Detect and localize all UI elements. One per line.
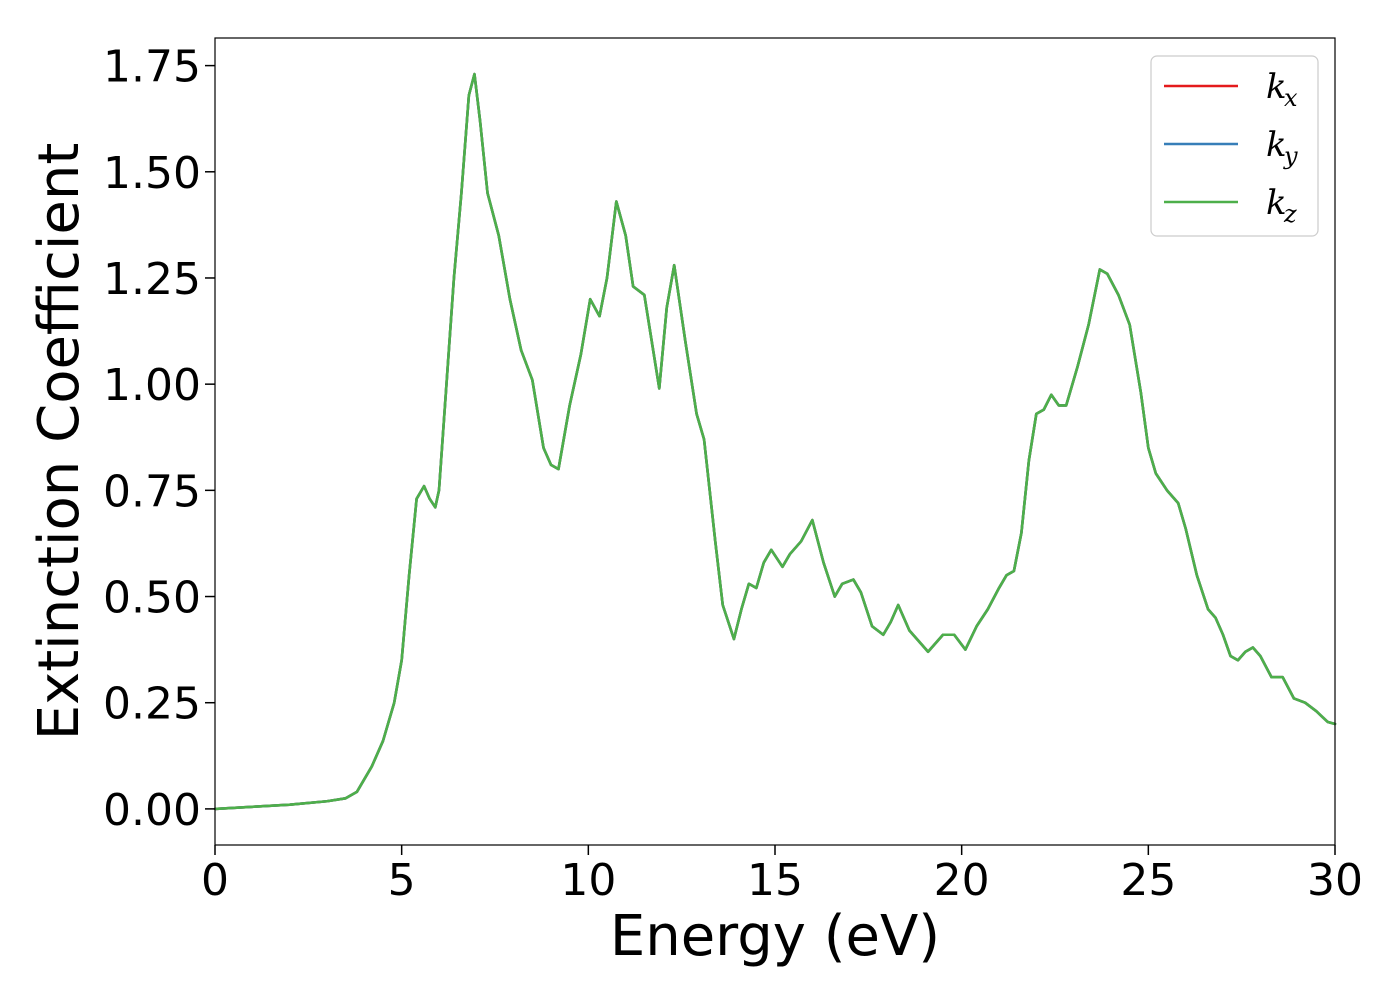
series-line-kz [213,72,1337,811]
x-tick-label: 30 [1307,855,1363,906]
x-tick-label: 20 [934,855,990,906]
x-tick-label: 25 [1120,855,1176,906]
y-tick-label: 0.25 [103,679,201,730]
legend-item-kx: kx [1164,67,1298,112]
legend-label: k [1266,183,1287,223]
x-axis-title: Energy (eV) [610,904,940,969]
legend-label: k [1266,67,1287,107]
y-tick-label: 0.00 [103,785,201,836]
x-axis: 0 5 10 15 20 25 30 [201,845,1363,906]
legend-label-subscript: z [1283,200,1297,228]
series-layer [213,72,1337,811]
x-tick-label: 0 [201,855,229,906]
x-tick-label: 15 [747,855,803,906]
legend-label-subscript: y [1283,142,1298,170]
legend-label-subscript: x [1284,84,1298,112]
y-tick-label: 1.25 [103,254,201,305]
y-axis-title: Extinction Coefficient [27,143,92,741]
legend-label: k [1266,125,1287,165]
x-tick-label: 10 [560,855,616,906]
y-tick-label: 0.75 [103,466,201,517]
legend-box [1150,55,1319,237]
legend-item-kz: kz [1164,183,1297,228]
y-axis: 0.00 0.25 0.50 0.75 1.00 1.25 1.50 1.75 [103,42,215,836]
y-tick-label: 1.75 [103,42,201,93]
x-tick-label: 5 [388,855,416,906]
y-tick-label: 1.00 [103,360,201,411]
legend-item-ky: ky [1164,125,1298,170]
y-tick-label: 1.50 [103,148,201,199]
y-tick-label: 0.50 [103,573,201,624]
